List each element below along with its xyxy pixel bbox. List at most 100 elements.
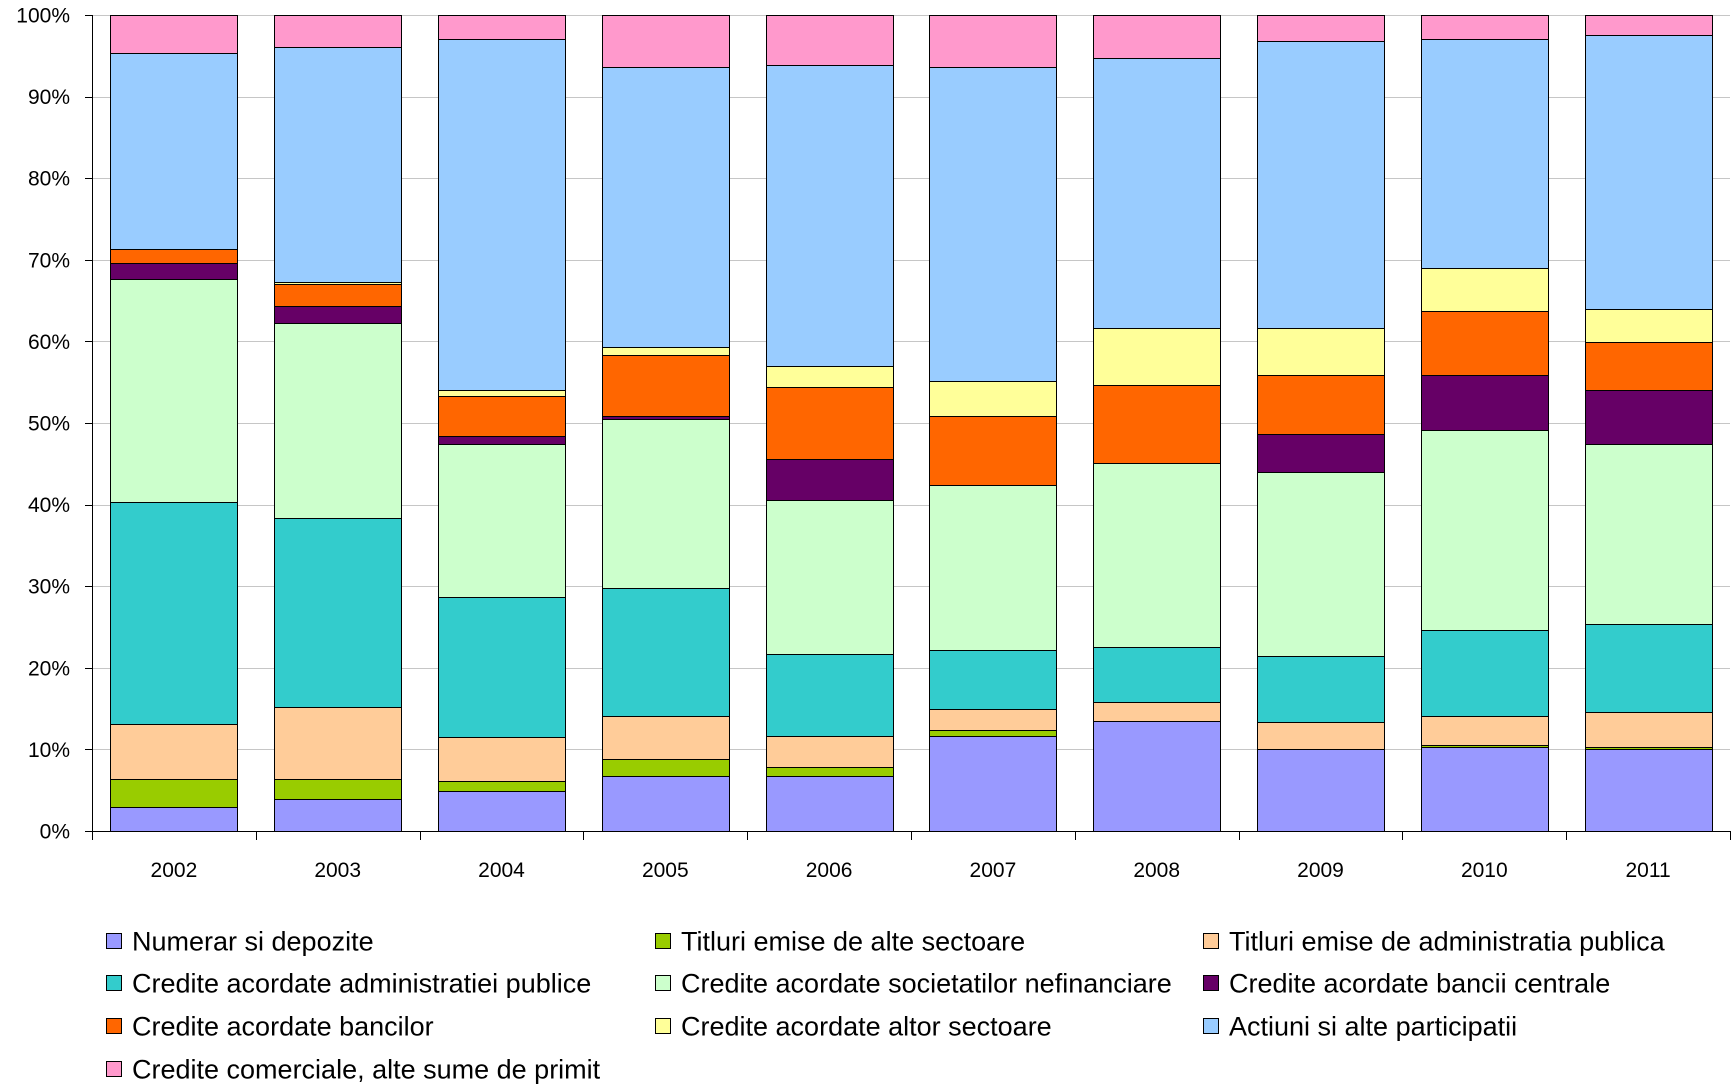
- bar-segment-2009-credite-acordate-altor-sectoare: [1257, 328, 1385, 376]
- y-tick-label: 40%: [28, 494, 70, 517]
- bar-segment-2007-credite-acordate-altor-sectoare: [929, 381, 1057, 417]
- legend-item-numerar-si-depozite: Numerar si depozite: [106, 927, 374, 957]
- bar-segment-2006-credite-acordate-societatilor-nefinanciare: [766, 500, 894, 655]
- legend-swatch: [655, 1018, 671, 1034]
- legend-item-titluri-emise-de-alte-sectoare: Titluri emise de alte sectoare: [655, 927, 1025, 957]
- bar-segment-2005-titluri-emise-de-administratia-publica: [602, 716, 730, 760]
- x-tick-label: 2008: [1133, 859, 1180, 882]
- bar-stack-2005: [602, 15, 730, 832]
- legend-item-credite-acordate-bancii-centrale: Credite acordate bancii centrale: [1203, 969, 1610, 999]
- bar-segment-2011-actiuni-si-alte-participatii: [1585, 35, 1713, 310]
- x-tick-label: 2009: [1297, 859, 1344, 882]
- bar-segment-2003-credite-acordate-bancii-centrale: [274, 306, 402, 324]
- bar-segment-2003-titluri-emise-de-administratia-publica: [274, 707, 402, 780]
- bar-segment-2002-credite-comerciale-alte-sume-de-primit: [110, 15, 238, 54]
- bar-segment-2008-credite-acordate-bancilor: [1093, 385, 1221, 464]
- y-axis-tick-labels: 0% 10% 20% 30% 40% 50% 60% 70% 80% 90% 100%: [16, 5, 70, 844]
- bar-segment-2005-credite-acordate-societatilor-nefinanciare: [602, 419, 730, 589]
- bar-segment-2007-credite-acordate-administratiei-publice: [929, 650, 1057, 710]
- bar-segment-2009-actiuni-si-alte-participatii: [1257, 41, 1385, 329]
- bar-segment-2009-credite-acordate-societatilor-nefinanciare: [1257, 472, 1385, 657]
- bar-segment-2006-credite-acordate-bancilor: [766, 387, 894, 460]
- legend-item-credite-acordate-societatilor-nefinanciare: Credite acordate societatilor nefinancia…: [655, 969, 1172, 999]
- x-tick-label: 2006: [806, 859, 853, 882]
- legend-label: Titluri emise de alte sectoare: [681, 927, 1025, 957]
- x-tick-label: 2004: [478, 859, 525, 882]
- x-tick-label: 2007: [970, 859, 1017, 882]
- bar-segment-2007-numerar-si-depozite: [929, 736, 1057, 832]
- bar-segment-2006-actiuni-si-alte-participatii: [766, 65, 894, 367]
- bar-segment-2011-credite-acordate-altor-sectoare: [1585, 309, 1713, 343]
- bar-segment-2009-credite-acordate-bancii-centrale: [1257, 434, 1385, 473]
- bar-segment-2010-credite-acordate-bancilor: [1421, 311, 1549, 376]
- bar-segment-2003-actiuni-si-alte-participatii: [274, 47, 402, 283]
- bar-segment-2004-credite-comerciale-alte-sume-de-primit: [438, 15, 566, 40]
- y-tick-label: 10%: [28, 739, 70, 762]
- y-tick-label: 0%: [40, 821, 70, 844]
- y-tick-label: 20%: [28, 657, 70, 680]
- bar-segment-2005-credite-comerciale-alte-sume-de-primit: [602, 15, 730, 68]
- legend-label: Credite acordate altor sectoare: [681, 1012, 1052, 1042]
- bar-segment-2008-credite-acordate-societatilor-nefinanciare: [1093, 463, 1221, 648]
- bar-segment-2002-numerar-si-depozite: [110, 807, 238, 832]
- axes: [85, 15, 1731, 840]
- bar-segment-2002-titluri-emise-de-alte-sectoare: [110, 779, 238, 808]
- bar-segment-2007-credite-comerciale-alte-sume-de-primit: [929, 15, 1057, 68]
- legend-swatch: [106, 975, 122, 991]
- bar-segment-2006-titluri-emise-de-administratia-publica: [766, 736, 894, 768]
- bar-segment-2002-credite-acordate-bancii-centrale: [110, 263, 238, 280]
- legend-label: Numerar si depozite: [132, 927, 374, 957]
- bar-segment-2010-credite-comerciale-alte-sume-de-primit: [1421, 15, 1549, 40]
- y-tick-label: 100%: [16, 5, 70, 28]
- bar-segment-2009-credite-acordate-administratiei-publice: [1257, 656, 1385, 723]
- bar-stack-2011: [1585, 15, 1713, 832]
- legend-label: Titluri emise de administratia publica: [1229, 927, 1666, 957]
- legend-label: Credite acordate bancii centrale: [1229, 969, 1610, 999]
- bar-segment-2010-credite-acordate-bancii-centrale: [1421, 375, 1549, 431]
- bar-segment-2004-actiuni-si-alte-participatii: [438, 39, 566, 391]
- bar-segment-2006-credite-acordate-administratiei-publice: [766, 654, 894, 737]
- y-tick-label: 70%: [28, 249, 70, 272]
- bar-segment-2004-credite-acordate-administratiei-publice: [438, 597, 566, 738]
- bar-segment-2010-numerar-si-depozite: [1421, 747, 1549, 832]
- y-tick-label: 60%: [28, 331, 70, 354]
- x-tick-label: 2011: [1626, 859, 1671, 882]
- bar-segment-2009-credite-acordate-bancilor: [1257, 375, 1385, 435]
- bar-segment-2005-credite-acordate-altor-sectoare: [602, 347, 730, 356]
- bar-segment-2006-titluri-emise-de-alte-sectoare: [766, 767, 894, 777]
- bar-segment-2004-titluri-emise-de-administratia-publica: [438, 737, 566, 782]
- bar-segment-2008-credite-comerciale-alte-sume-de-primit: [1093, 15, 1221, 59]
- bar-stack-2004: [438, 15, 566, 832]
- bar-segment-2011-numerar-si-depozite: [1585, 749, 1713, 832]
- legend-item-actiuni-si-alte-participatii: Actiuni si alte participatii: [1203, 1012, 1517, 1042]
- legend-swatch: [106, 1018, 122, 1034]
- bar-stack-2003: [274, 15, 402, 832]
- bar-segment-2005-numerar-si-depozite: [602, 776, 730, 832]
- legend-item-credite-acordate-altor-sectoare: Credite acordate altor sectoare: [655, 1012, 1052, 1042]
- bar-segment-2007-titluri-emise-de-administratia-publica: [929, 709, 1057, 731]
- legend-swatch: [1203, 975, 1219, 991]
- bar-segment-2010-credite-acordate-societatilor-nefinanciare: [1421, 430, 1549, 631]
- bar-stacks: [110, 15, 1713, 832]
- y-tick-label: 90%: [28, 86, 70, 109]
- legend: Numerar si depozite Titluri emise de alte…: [106, 927, 1666, 1085]
- bar-segment-2002-credite-acordate-bancilor: [110, 249, 238, 264]
- legend-swatch: [106, 1061, 122, 1077]
- bar-stack-2008: [1093, 15, 1221, 832]
- bar-segment-2005-credite-acordate-bancilor: [602, 355, 730, 417]
- bar-segment-2010-actiuni-si-alte-participatii: [1421, 39, 1549, 269]
- bar-segment-2009-numerar-si-depozite: [1257, 749, 1385, 832]
- x-tick-label: 2002: [151, 859, 198, 882]
- legend-label: Credite acordate bancilor: [132, 1012, 434, 1042]
- bar-segment-2003-credite-comerciale-alte-sume-de-primit: [274, 15, 402, 48]
- legend-swatch: [1203, 1018, 1219, 1034]
- y-tick-label: 50%: [28, 413, 70, 436]
- legend-swatch: [106, 933, 122, 949]
- bar-segment-2005-titluri-emise-de-alte-sectoare: [602, 759, 730, 777]
- x-axis-tick-labels: 2002 2003 2004 2005 2006 2007 2008 2009 2010 2011: [151, 859, 1671, 882]
- bar-segment-2003-numerar-si-depozite: [274, 799, 402, 832]
- bar-segment-2007-credite-acordate-bancilor: [929, 416, 1057, 486]
- bar-segment-2011-credite-acordate-bancilor: [1585, 342, 1713, 391]
- bar-segment-2008-credite-acordate-administratiei-publice: [1093, 647, 1221, 703]
